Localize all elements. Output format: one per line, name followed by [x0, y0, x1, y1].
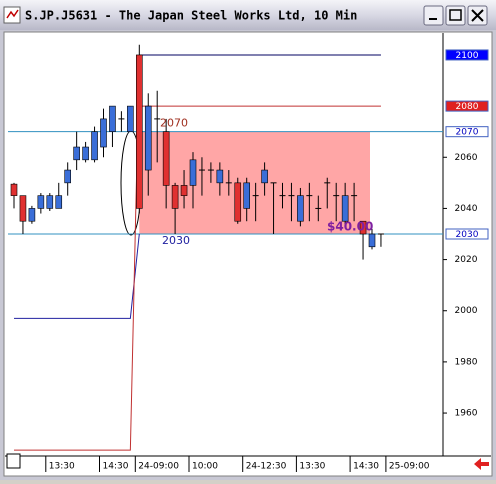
- level-label: 2070: [456, 128, 479, 138]
- candle-body: [19, 195, 27, 222]
- candle-body: [243, 182, 250, 209]
- maximize-glyph: [449, 9, 462, 21]
- candle-body: [64, 169, 71, 184]
- candle-body: [261, 169, 268, 184]
- candle-body: [180, 185, 188, 196]
- range-high-label: 2070: [160, 117, 188, 130]
- y-tick-label: 2000: [455, 306, 478, 316]
- y-tick-label: 2040: [455, 204, 478, 214]
- level-label: 2030: [456, 230, 479, 240]
- level-label-box: [445, 126, 489, 138]
- window-icon-glyph: [6, 9, 19, 19]
- x-tick-label: 25-09:00: [389, 462, 430, 472]
- candle-body: [82, 146, 89, 161]
- plot-area: 1960 1980 2000 2020 2040 2060 2100 2080 2070 2030…: [8, 44, 489, 472]
- candle-body: [55, 195, 63, 209]
- level-label-box: [445, 49, 489, 61]
- indicator-line: [14, 54, 140, 451]
- candle-body: [127, 105, 134, 132]
- chart-pane: [3, 31, 493, 477]
- level-label: 2100: [456, 51, 479, 61]
- indicator-line: [14, 233, 140, 319]
- candle-body: [37, 195, 45, 209]
- title-bar: [0, 0, 496, 30]
- candle-body: [144, 105, 152, 171]
- candle-body: [297, 195, 304, 222]
- level-label-box: [445, 100, 489, 112]
- level-label: 2080: [456, 102, 479, 112]
- candle-body: [368, 233, 376, 248]
- level-label-box: [445, 228, 489, 240]
- range-box: [139, 131, 370, 235]
- candle-body: [28, 208, 36, 222]
- candle-body: [234, 182, 242, 222]
- window-title: S.JP.J5631 - The Japan Steel Works Ltd, …: [25, 9, 357, 23]
- candle-body: [46, 195, 54, 209]
- range-low-label: 2030: [162, 234, 190, 247]
- candle-body: [91, 131, 98, 161]
- y-tick-label: 1980: [455, 357, 478, 367]
- x-tick-label: 13:30: [49, 462, 75, 472]
- maximize-button[interactable]: [445, 5, 466, 26]
- x-tick-label: 24-09:00: [138, 462, 179, 472]
- candle-body: [109, 105, 116, 132]
- candle-body: [189, 159, 197, 186]
- y-tick-label: 1960: [455, 409, 478, 419]
- candle-body: [100, 118, 107, 148]
- x-tick-label: 13:30: [299, 462, 325, 472]
- candle-body: [10, 183, 18, 196]
- y-tick-label: 2060: [455, 153, 478, 163]
- minimize-button[interactable]: [423, 5, 444, 26]
- close-glyph: [471, 9, 484, 22]
- scroll-box[interactable]: [6, 453, 21, 469]
- x-tick-label: 14:30: [103, 462, 129, 472]
- x-tick-label: 14:30: [353, 462, 379, 472]
- x-tick-label: 10:00: [192, 462, 218, 472]
- x-tick-label: 24-12:30: [246, 462, 287, 472]
- y-tick-label: 2020: [455, 255, 478, 265]
- candle-body: [136, 54, 143, 209]
- range-size-label: $40.00: [327, 220, 373, 234]
- candle-body: [73, 146, 80, 161]
- window-icon[interactable]: [3, 6, 21, 24]
- candle-body: [341, 195, 349, 222]
- window-buttons: [423, 5, 488, 26]
- candle-body: [162, 131, 170, 186]
- candle-body: [171, 185, 179, 209]
- candle-body: [359, 220, 367, 235]
- candle-body: [216, 169, 224, 184]
- scroll-arrow[interactable]: [474, 458, 489, 470]
